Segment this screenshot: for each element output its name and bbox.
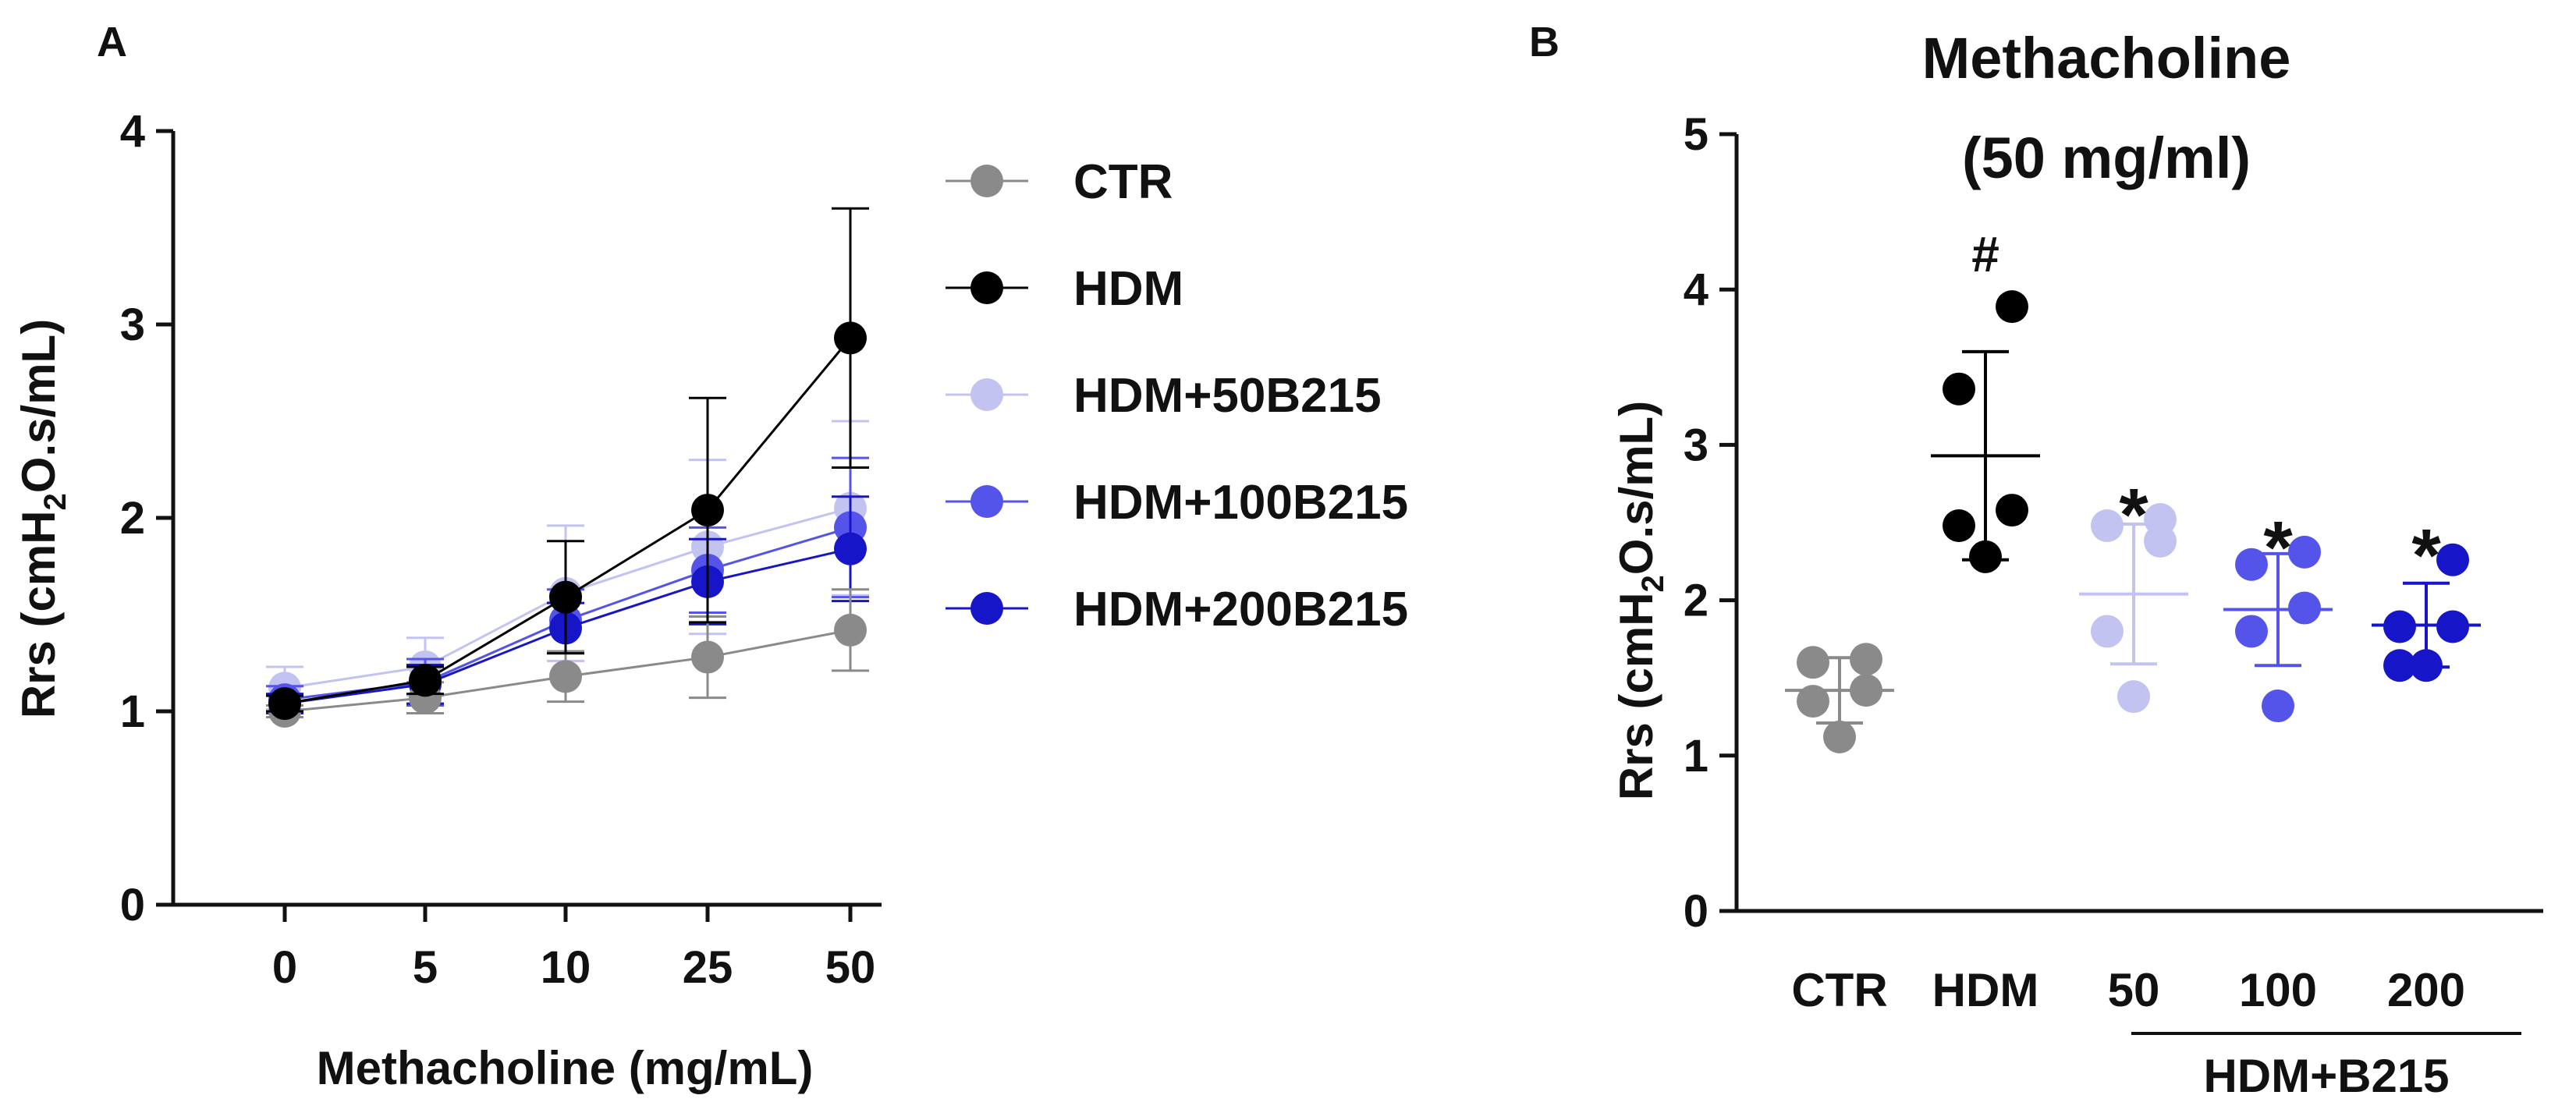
panel-a-x-tick-label: 10 xyxy=(541,942,591,993)
panel-b-data-point xyxy=(1823,720,1856,753)
panel-a-series xyxy=(266,207,869,728)
panel-a-y-tick-label: 4 xyxy=(120,106,145,157)
panel-b-data-point xyxy=(1943,509,1975,542)
panel-b-group-label: HDM+B215 xyxy=(2203,1050,2449,1102)
legend-item-hdm: HDM xyxy=(946,262,1183,316)
panel-a-y-tick-label: 0 xyxy=(120,880,145,930)
panel-a-data-point xyxy=(834,613,867,647)
legend-marker xyxy=(970,378,1003,411)
panel-b-data-point xyxy=(1943,372,1975,406)
panel-b-data-point xyxy=(1996,290,2028,324)
legend-item-hdm-100b215: HDM+100B215 xyxy=(946,476,1408,530)
panel-a-data-point xyxy=(409,664,442,697)
panel-b-letter: B xyxy=(1529,19,1559,66)
panel-a-x-axis-label: Methacholine (mg/mL) xyxy=(317,1042,814,1094)
panel-a-x-tick-label: 50 xyxy=(825,942,876,993)
legend-label: HDM+50B215 xyxy=(1073,369,1382,423)
panel-b-data-point xyxy=(2091,509,2124,542)
panel-a-y-tick-label: 3 xyxy=(120,299,145,350)
legend-item-hdm-50b215: HDM+50B215 xyxy=(946,369,1382,423)
panel-b-x-tick-label: HDM xyxy=(1932,964,2039,1016)
panel-a-axes xyxy=(156,129,882,922)
legend-label: CTR xyxy=(1073,155,1173,209)
panel-b-y-tick-labels: 0 1 2 3 4 5 xyxy=(1684,109,1708,937)
panel-b-data-point xyxy=(2262,689,2294,723)
panel-b-data-point xyxy=(2091,615,2124,648)
panel-b-group-hdm-100b215: * xyxy=(2223,506,2333,723)
panel-a-y-tick-label: 1 xyxy=(120,686,145,737)
panel-a-x-tick-label: 0 xyxy=(272,942,297,993)
panel-b-group-ctr xyxy=(1785,643,1894,753)
legend-item-hdm-200b215: HDM+200B215 xyxy=(946,583,1408,636)
panel-b-significance-mark: * xyxy=(2263,506,2293,590)
panel-b-x-tick-label: 200 xyxy=(2387,964,2465,1016)
panel-a: A 0 1 2 3 4 0 5 10 25 50 Rrs (cmH2O.s/mL) Methac… xyxy=(12,19,1408,1094)
panel-b-y-tick-label: 0 xyxy=(1684,886,1708,937)
panel-b-title-line-1: Methacholine xyxy=(1922,26,2291,90)
panel-a-y-axis-label: Rrs (cmH2O.s/mL) xyxy=(12,319,73,718)
panel-b-group-hdm-200b215: * xyxy=(2372,514,2481,682)
panel-b-data-point xyxy=(1850,643,1882,676)
panel-a-data-point xyxy=(268,687,301,721)
panel-b-y-tick-label: 2 xyxy=(1684,576,1708,626)
legend-marker xyxy=(970,271,1003,304)
panel-b-data-point xyxy=(1797,646,1829,679)
panel-a-legend: CTR HDM HDM+50B215 HDM+100B215 HDM+200B215 xyxy=(946,155,1408,636)
panel-b-data-point xyxy=(2235,615,2268,648)
panel-a-y-tick-labels: 0 1 2 3 4 xyxy=(120,106,145,930)
panel-a-data-point xyxy=(834,321,867,355)
legend-marker xyxy=(970,592,1003,625)
legend-label: HDM xyxy=(1073,262,1183,316)
panel-b-x-tick-labels: CTR HDM 50 100 200 xyxy=(1791,964,2465,1016)
panel-b-title-line-2: (50 mg/ml) xyxy=(1962,126,2251,190)
panel-a-series-hdm xyxy=(266,207,869,721)
panel-b-x-tick-label: 50 xyxy=(2108,964,2160,1016)
legend-item-ctr: CTR xyxy=(946,155,1173,209)
panel-b-x-tick-label: CTR xyxy=(1791,964,1887,1016)
legend-marker xyxy=(970,485,1003,518)
panel-b-data-point xyxy=(2383,649,2416,682)
panel-a-data-point xyxy=(691,494,724,527)
panel-b-group-hdm: # xyxy=(1931,226,2040,573)
panel-a-letter: A xyxy=(97,19,127,66)
panel-b-y-tick-label: 4 xyxy=(1684,264,1708,315)
panel-b-data-point xyxy=(1797,685,1829,718)
panel-a-data-point xyxy=(691,640,724,674)
panel-b-significance-mark: * xyxy=(2411,514,2441,597)
panel-b-y-axis-label: Rrs (cmH2O.s/mL) xyxy=(1610,401,1670,800)
panel-b-data-point xyxy=(2288,535,2321,569)
panel-a-series-line xyxy=(284,337,852,705)
panel-a-x-tick-label: 5 xyxy=(413,942,438,993)
panel-b-groups: # * * * xyxy=(1785,226,2481,753)
panel-b: B Methacholine (50 mg/ml) 0 1 2 3 4 5 CTR HDM 5… xyxy=(1529,19,2543,1102)
legend-label: HDM+100B215 xyxy=(1073,476,1408,530)
panel-b-y-tick-label: 5 xyxy=(1684,109,1708,160)
panel-b-y-tick-label: 1 xyxy=(1684,731,1708,782)
panel-b-axes xyxy=(1719,132,2543,913)
panel-b-y-tick-label: 3 xyxy=(1684,420,1708,470)
panel-a-x-tick-labels: 0 5 10 25 50 xyxy=(272,942,875,993)
panel-a-x-tick-label: 25 xyxy=(683,942,733,993)
panel-a-data-point xyxy=(549,660,582,693)
panel-b-x-tick-label: 100 xyxy=(2239,964,2317,1016)
panel-b-data-point xyxy=(2436,543,2469,576)
panel-b-data-point xyxy=(2235,548,2268,581)
panel-b-significance-mark: * xyxy=(2119,473,2148,557)
panel-b-significance-mark: # xyxy=(1971,226,1999,282)
panel-a-data-point xyxy=(834,532,867,565)
panel-b-data-point xyxy=(2117,680,2150,714)
legend-marker xyxy=(970,165,1003,197)
panel-b-data-point xyxy=(2144,503,2177,537)
panel-a-y-tick-label: 2 xyxy=(120,493,145,544)
panel-b-group-hdm-50b215: * xyxy=(2079,473,2188,714)
panel-b-data-point xyxy=(1996,494,2028,527)
legend-label: HDM+200B215 xyxy=(1073,583,1408,636)
panel-a-data-point xyxy=(549,580,582,614)
